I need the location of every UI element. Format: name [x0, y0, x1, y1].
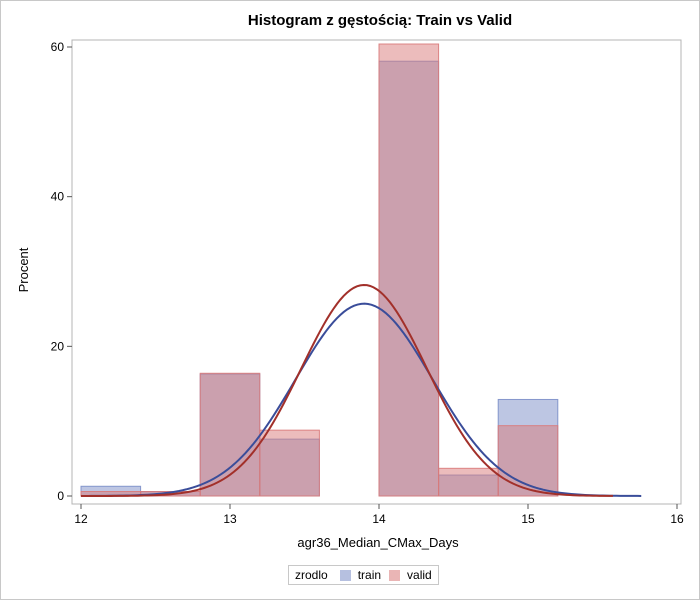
legend-item-train: train [339, 568, 382, 582]
legend-item-valid: valid [389, 568, 432, 582]
legend-title: zrodlo [295, 568, 328, 582]
x-tick-label: 16 [670, 512, 684, 526]
x-tick-label: 15 [521, 512, 535, 526]
x-axis-label: agr36_Median_CMax_Days [297, 535, 459, 550]
bar-valid-5 [378, 43, 440, 497]
density-curve-valid [81, 283, 613, 497]
y-tick-label: 40 [51, 190, 65, 204]
bar-valid-2 [199, 372, 261, 497]
y-axis-label: Procent [16, 247, 31, 292]
x-axis: 12 13 14 15 16 [74, 504, 684, 526]
y-tick-label: 20 [51, 339, 65, 353]
x-tick-label: 12 [74, 512, 88, 526]
y-axis: 0 20 40 60 [51, 40, 72, 503]
legend-swatch-valid [389, 569, 401, 581]
x-tick-label: 14 [372, 512, 386, 526]
chart-title: Histogram z gęstością: Train vs Valid [247, 12, 513, 29]
y-tick-label: 60 [51, 40, 65, 54]
plot-area-frame [71, 39, 682, 505]
bar-valid-3 [259, 429, 320, 497]
valid-bars [80, 43, 559, 497]
legend: zrodlo train valid [288, 565, 439, 585]
density-curves [80, 283, 642, 497]
bar-valid-6 [438, 467, 499, 497]
legend-label-train: train [357, 568, 382, 582]
bar-valid-7 [497, 425, 559, 497]
legend-label-valid: valid [407, 568, 432, 582]
legend-swatch-train [339, 569, 351, 581]
density-curve-train [80, 302, 642, 497]
y-tick-label: 0 [57, 489, 64, 503]
x-tick-label: 13 [223, 512, 237, 526]
